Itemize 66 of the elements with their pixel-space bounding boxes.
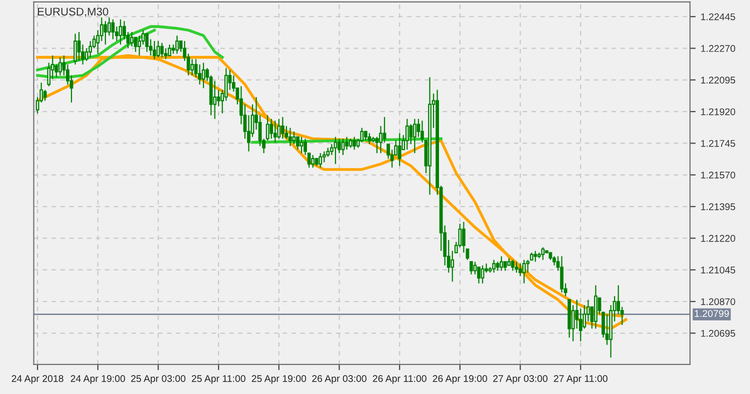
chart-title: EURUSD,M30 (38, 8, 108, 17)
x-tick-label: 26 Apr 03:00 (312, 375, 366, 384)
candlestick (341, 138, 345, 156)
candlestick (522, 259, 526, 284)
candlestick (560, 256, 564, 294)
candlestick (77, 31, 81, 62)
y-tick-label: 1.22445 (701, 13, 736, 20)
x-tick-label: 25 Apr 03:00 (131, 375, 186, 384)
x-tick-label: 27 Apr 03:00 (493, 375, 548, 384)
candlestick (428, 76, 432, 196)
x-tick-label: 24 Apr 19:00 (70, 375, 126, 384)
candlestick (368, 132, 372, 145)
candlestick (74, 33, 77, 66)
candlestick (156, 40, 160, 58)
candlestick (405, 118, 409, 150)
y-tick-label: 1.22095 (701, 76, 736, 84)
candlestick (311, 154, 315, 168)
y-tick-label: 1.21045 (701, 266, 736, 274)
x-tick-label: 25 Apr 11:00 (192, 375, 246, 384)
y-tick-label: 1.20870 (701, 298, 736, 306)
candlestick (352, 136, 356, 150)
y-tick-label: 1.22270 (701, 45, 736, 52)
candlestick (398, 132, 402, 166)
y-tick-label: 1.21220 (701, 234, 736, 242)
candlestick (202, 62, 206, 89)
candlestick (288, 127, 292, 147)
y-tick-label: 1.20695 (701, 330, 736, 337)
candlestick (111, 18, 115, 40)
candlestick (270, 118, 274, 140)
ref-line-label: 1.20799 (694, 310, 729, 317)
candlestick (511, 259, 514, 272)
candlestick (541, 246, 545, 260)
candlestick (160, 42, 164, 58)
candlestick (118, 18, 122, 46)
candlestick (152, 40, 156, 60)
y-tick-label: 1.21395 (701, 203, 736, 210)
candlestick (412, 118, 416, 154)
candlestick (514, 261, 518, 274)
x-tick-label: 26 Apr 11:00 (372, 375, 426, 384)
candlestick (364, 130, 368, 142)
y-tick-label: 1.21745 (701, 140, 736, 147)
candlestick (480, 264, 484, 284)
candlestick (168, 44, 172, 56)
candlestick (594, 284, 598, 330)
candlestick (534, 250, 538, 262)
y-tick-label: 1.21570 (701, 172, 736, 179)
candlestick (470, 261, 473, 275)
candlestick (104, 20, 108, 46)
candlestick (318, 152, 322, 168)
candlestick (145, 33, 149, 52)
candlestick (568, 299, 571, 338)
candlestick (175, 35, 179, 54)
candlestick (280, 116, 284, 140)
candlestick (300, 136, 304, 154)
y-tick-label: 1.21920 (701, 108, 736, 116)
x-tick-label: 24 Apr 2018 (12, 375, 64, 384)
x-tick-label: 26 Apr 19:00 (432, 375, 488, 384)
candlestick (334, 136, 338, 165)
candlestick (500, 256, 504, 272)
x-tick-label: 25 Apr 19:00 (252, 375, 306, 384)
candlestick (348, 138, 352, 148)
candlestick (58, 56, 62, 76)
candlestick (492, 259, 496, 274)
x-tick-label: 27 Apr 11:00 (554, 375, 608, 384)
candlestick (277, 118, 281, 140)
candlestick (273, 120, 277, 143)
